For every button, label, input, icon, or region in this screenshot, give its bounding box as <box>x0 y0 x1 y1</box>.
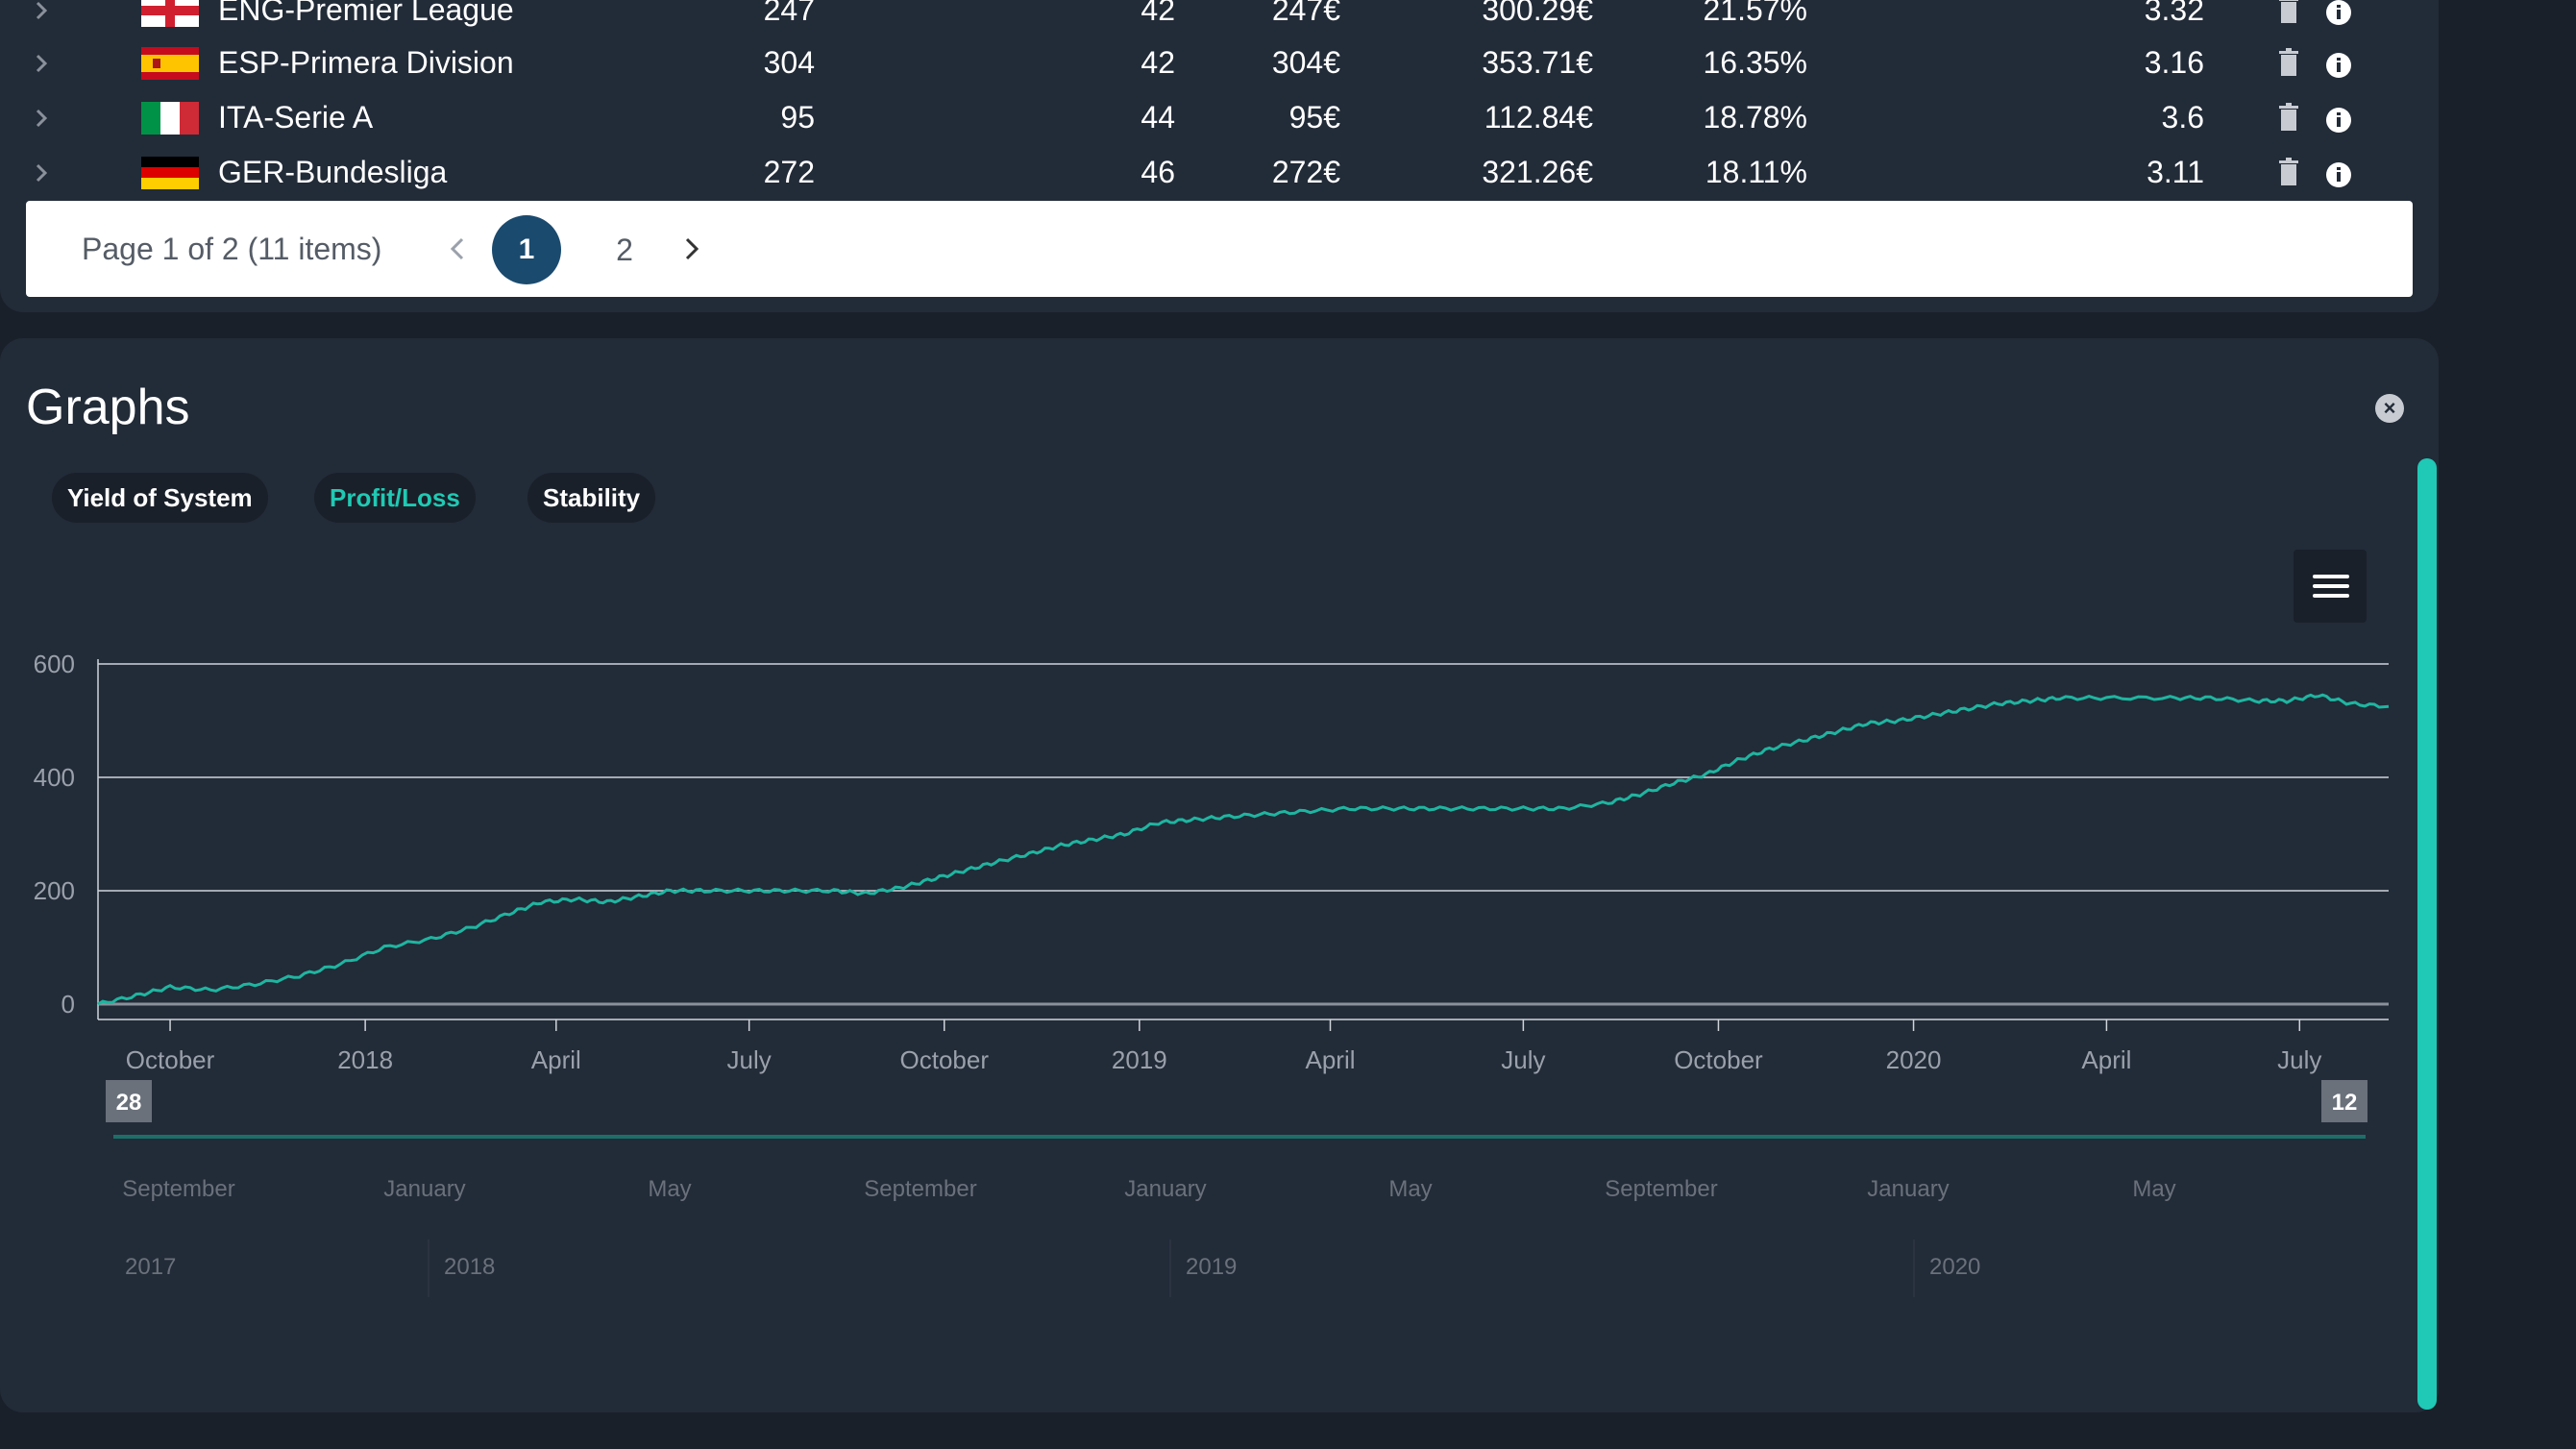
navigator-right-handle-label: 12 <box>2332 1090 2358 1116</box>
table-row: ESP-Primera Division 304 42 304€ 353.71€ 16.3… <box>0 36 2439 90</box>
graphs-title: Graphs <box>26 380 190 435</box>
count-cell: 42 <box>1141 0 1175 27</box>
table-row: ENG-Premier League 247 42 247€ 300.29€ 21.57%… <box>0 0 2439 37</box>
y-tick-label: 0 <box>61 990 75 1019</box>
profit-loss-series-line <box>97 693 2390 1006</box>
league-name[interactable]: ENG-Premier League <box>218 0 514 27</box>
x-tick-label: July <box>1501 1045 1545 1074</box>
returns-cell: 300.29€ <box>1482 0 1593 27</box>
x-tick-label: April <box>2081 1045 2131 1074</box>
tab-stability[interactable]: Stability <box>527 473 656 523</box>
count-cell: 46 <box>1141 155 1175 189</box>
yield-cell: 18.78% <box>1703 100 1807 135</box>
flag-icon <box>141 0 199 27</box>
trash-icon[interactable] <box>2277 0 2300 27</box>
y-tick-label: 600 <box>34 650 75 678</box>
navigator-month-label: September <box>864 1176 976 1202</box>
count-cell: 44 <box>1141 100 1175 135</box>
odds-cell: 3.32 <box>2144 0 2204 27</box>
tab-profit-loss[interactable]: Profit/Loss <box>314 473 476 523</box>
flag-icon <box>141 47 199 80</box>
navigator-year-label: 2017 <box>125 1254 176 1280</box>
stake-cell: 247€ <box>1271 0 1340 27</box>
navigator-month-label: May <box>2132 1176 2175 1202</box>
yield-cell: 21.57% <box>1703 0 1807 27</box>
y-tick-label: 200 <box>34 876 75 905</box>
x-tick-label: October <box>1674 1045 1763 1074</box>
navigator-month-label: January <box>383 1176 465 1202</box>
returns-cell: 321.26€ <box>1482 155 1593 189</box>
league-name[interactable]: GER-Bundesliga <box>218 155 448 189</box>
trash-icon[interactable] <box>2277 157 2300 189</box>
info-icon[interactable] <box>2325 106 2352 133</box>
leagues-table-panel: ENG-Premier League 247 42 247€ 300.29€ 21.57%… <box>0 0 2439 312</box>
yield-cell: 18.11% <box>1705 155 1807 189</box>
navigator-year-label: 2019 <box>1186 1254 1237 1280</box>
x-tick-label: April <box>1305 1045 1355 1074</box>
trash-icon[interactable] <box>2277 47 2300 80</box>
navigator-left-handle <box>106 1080 152 1122</box>
info-icon[interactable] <box>2325 160 2352 187</box>
navigator-month-label: May <box>648 1176 691 1202</box>
x-tick-label: October <box>126 1045 215 1074</box>
league-name[interactable]: ITA-Serie A <box>218 100 374 135</box>
odds-cell: 3.11 <box>2147 155 2204 189</box>
league-name[interactable]: ESP-Primera Division <box>218 45 514 80</box>
x-tick-label: April <box>531 1045 581 1074</box>
count-cell: 42 <box>1141 45 1175 80</box>
navigator-year-label: 2020 <box>1929 1254 1980 1280</box>
flag-icon <box>141 157 199 189</box>
x-tick-label: 2018 <box>337 1045 393 1074</box>
info-icon[interactable] <box>2325 51 2352 78</box>
navigator-year-label: 2018 <box>444 1254 495 1280</box>
page-button-1[interactable]: 1 <box>492 215 561 284</box>
returns-cell: 112.84€ <box>1484 100 1593 135</box>
navigator-month-label: January <box>1124 1176 1206 1202</box>
tab-yield-of-system[interactable]: Yield of System <box>52 473 268 523</box>
odds-cell: 3.6 <box>2161 100 2204 135</box>
pagination-info: Page 1 of 2 (11 items) <box>82 232 382 266</box>
chevron-right-icon[interactable] <box>27 90 56 145</box>
info-icon[interactable] <box>2325 0 2352 25</box>
x-tick-label: October <box>900 1045 990 1074</box>
chevron-right-icon[interactable] <box>27 0 56 37</box>
x-tick-label: July <box>2277 1045 2321 1074</box>
chevron-right-icon[interactable] <box>27 36 56 90</box>
chevron-right-icon[interactable] <box>27 145 56 200</box>
close-icon[interactable]: × <box>2375 394 2404 423</box>
pagination-bar: Page 1 of 2 (11 items) 1 2 <box>26 201 2413 297</box>
navigator-month-label: May <box>1388 1176 1432 1202</box>
stake-cell: 272€ <box>1271 155 1340 189</box>
navigator-right-handle <box>2321 1080 2367 1122</box>
navigator-month-label: September <box>122 1176 234 1202</box>
stake-cell: 95€ <box>1288 100 1340 135</box>
chevron-left-icon[interactable] <box>439 230 478 268</box>
chart-menu-button[interactable] <box>2294 550 2367 623</box>
returns-cell: 353.71€ <box>1482 45 1593 80</box>
chevron-right-icon[interactable] <box>672 230 710 268</box>
yield-cell: 16.35% <box>1703 45 1807 80</box>
x-tick-label: 2020 <box>1886 1045 1942 1074</box>
stake-cell: 304€ <box>1271 45 1340 80</box>
bets-cell: 95 <box>780 100 815 135</box>
bets-cell: 304 <box>763 45 815 80</box>
bets-cell: 247 <box>763 0 815 27</box>
y-tick-label: 400 <box>34 763 75 792</box>
x-tick-label: July <box>727 1045 772 1074</box>
x-tick-label: 2019 <box>1112 1045 1167 1074</box>
table-row: ITA-Serie A 95 44 95€ 112.84€ 18.78% 3.6 <box>0 90 2439 145</box>
table-row: GER-Bundesliga 272 46 272€ 321.26€ 18.11% 3.11 <box>0 145 2439 200</box>
navigator-left-handle-label: 28 <box>116 1090 142 1116</box>
navigator-month-label: January <box>1867 1176 1949 1202</box>
page-button-2[interactable]: 2 <box>616 233 633 267</box>
scrollbar-thumb[interactable] <box>2417 458 2437 1410</box>
bets-cell: 272 <box>763 155 815 189</box>
odds-cell: 3.16 <box>2144 45 2204 80</box>
flag-icon <box>141 102 199 135</box>
graphs-panel: Graphs × Yield of System Profit/Loss Sta… <box>0 338 2439 1412</box>
trash-icon[interactable] <box>2277 102 2300 135</box>
navigator-month-label: September <box>1605 1176 1717 1202</box>
